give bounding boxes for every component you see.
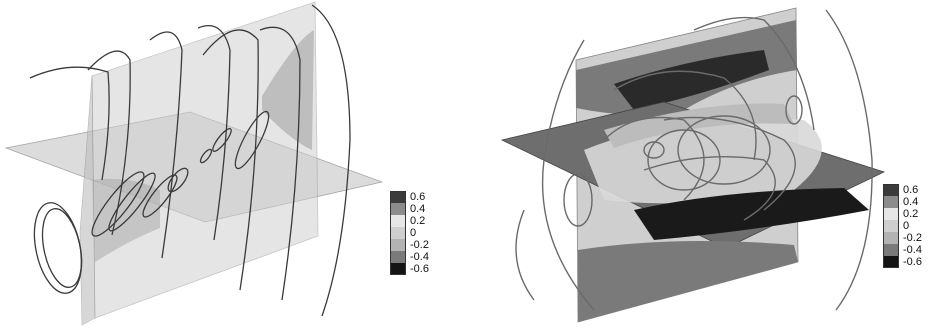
- left-streamline: [29, 66, 110, 181]
- legend-entry: 0.2: [390, 215, 429, 227]
- legend-entry: -0.4: [883, 244, 922, 256]
- legend-swatch: [883, 244, 899, 256]
- legend-entry: 0.6: [883, 184, 922, 196]
- right-3d-render: [500, 7, 886, 323]
- legend-entry: 0.6: [390, 191, 429, 203]
- legend-label: -0.2: [410, 239, 429, 251]
- legend-label: -0.4: [410, 251, 429, 263]
- left-vortex-ring: [199, 148, 213, 164]
- legend-entry: -0.2: [883, 232, 922, 244]
- right-black-region-top: [614, 50, 769, 110]
- legend-swatch: [883, 196, 899, 208]
- right-streamline: [613, 70, 757, 161]
- legend-entry: -0.4: [390, 251, 429, 263]
- legend-label: 0.6: [410, 191, 426, 203]
- left-streamlines: [29, 4, 351, 317]
- left-3d-render: [4, 1, 384, 326]
- right-vortex-ring: [785, 95, 803, 125]
- legend-swatch: [390, 263, 406, 275]
- left-streamline: [149, 31, 183, 259]
- right-streamline: [663, 116, 796, 211]
- legend-swatch: [390, 191, 406, 203]
- left-streamline: [311, 4, 351, 317]
- legend-entry: 0.2: [883, 208, 922, 220]
- left-vertical-slice-front: [79, 75, 96, 326]
- legend-label: 0: [410, 227, 417, 239]
- legend-entry: 0: [390, 227, 429, 239]
- left-vortex-ring: [108, 172, 156, 232]
- right-light-band: [584, 118, 822, 204]
- legend-entry: -0.6: [883, 256, 922, 268]
- legend-swatch: [390, 203, 406, 215]
- left-visualization-panel: 0.6 0.4 0.2 0 -0.2 -0.4 -0.6: [4, 1, 429, 326]
- legend-entry: 0: [883, 220, 922, 232]
- right-mid-band: [604, 103, 794, 148]
- right-vortex-ring: [647, 129, 721, 191]
- legend-label: 0.4: [410, 203, 426, 215]
- legend-label: -0.2: [903, 232, 922, 244]
- legend-label: -0.4: [903, 244, 922, 256]
- legend-swatch: [883, 184, 899, 196]
- left-shaded-cone-right: [262, 30, 314, 150]
- legend-swatch: [883, 220, 899, 232]
- left-vortex-ring: [167, 167, 189, 193]
- right-visualization-panel: 0.6 0.4 0.2 0 -0.2 -0.4 -0.6: [464, 0, 928, 330]
- left-vortex-ring: [91, 171, 145, 237]
- left-vortex-ring: [234, 110, 270, 170]
- legend-swatch: [390, 227, 406, 239]
- legend-label: 0.4: [903, 196, 919, 208]
- legend-label: 0.2: [903, 208, 919, 220]
- legend-swatch: [883, 256, 899, 268]
- right-black-region-bottom: [634, 188, 869, 240]
- left-vortex-ring: [212, 128, 232, 152]
- legend-swatch: [883, 232, 899, 244]
- left-color-legend: 0.6 0.4 0.2 0 -0.2 -0.4 -0.6: [390, 191, 429, 275]
- right-streamlines: [515, 9, 873, 311]
- left-vortex-ring: [41, 208, 83, 288]
- legend-swatch: [390, 239, 406, 251]
- right-streamline: [541, 39, 595, 311]
- legend-swatch: [390, 251, 406, 263]
- legend-entry: 0.4: [390, 203, 429, 215]
- legend-entry: -0.6: [390, 263, 429, 275]
- right-vortex-ring: [677, 115, 771, 185]
- right-streamline: [825, 9, 873, 311]
- right-streamline: [515, 209, 535, 301]
- left-streamline: [197, 24, 231, 241]
- right-streamline: [643, 155, 776, 221]
- right-vortex-ring: [643, 141, 665, 159]
- left-streamline: [87, 50, 131, 236]
- legend-label: -0.6: [410, 263, 429, 275]
- legend-swatch: [390, 215, 406, 227]
- legend-label: 0.6: [903, 184, 919, 196]
- legend-entry: 0.4: [883, 196, 922, 208]
- legend-label: -0.6: [903, 256, 922, 268]
- legend-label: 0.2: [410, 215, 426, 227]
- left-streamline: [202, 29, 259, 291]
- right-streamline: [693, 16, 815, 131]
- right-dark-region-bottom: [578, 241, 798, 322]
- legend-label: 0: [903, 220, 910, 232]
- right-vortex-ring: [563, 173, 593, 227]
- legend-entry: -0.2: [390, 239, 429, 251]
- right-streamline: [603, 116, 705, 201]
- right-color-legend: 0.6 0.4 0.2 0 -0.2 -0.4 -0.6: [883, 184, 922, 268]
- left-vortex-ring: [142, 174, 178, 218]
- left-streamline: [259, 26, 301, 301]
- legend-swatch: [883, 208, 899, 220]
